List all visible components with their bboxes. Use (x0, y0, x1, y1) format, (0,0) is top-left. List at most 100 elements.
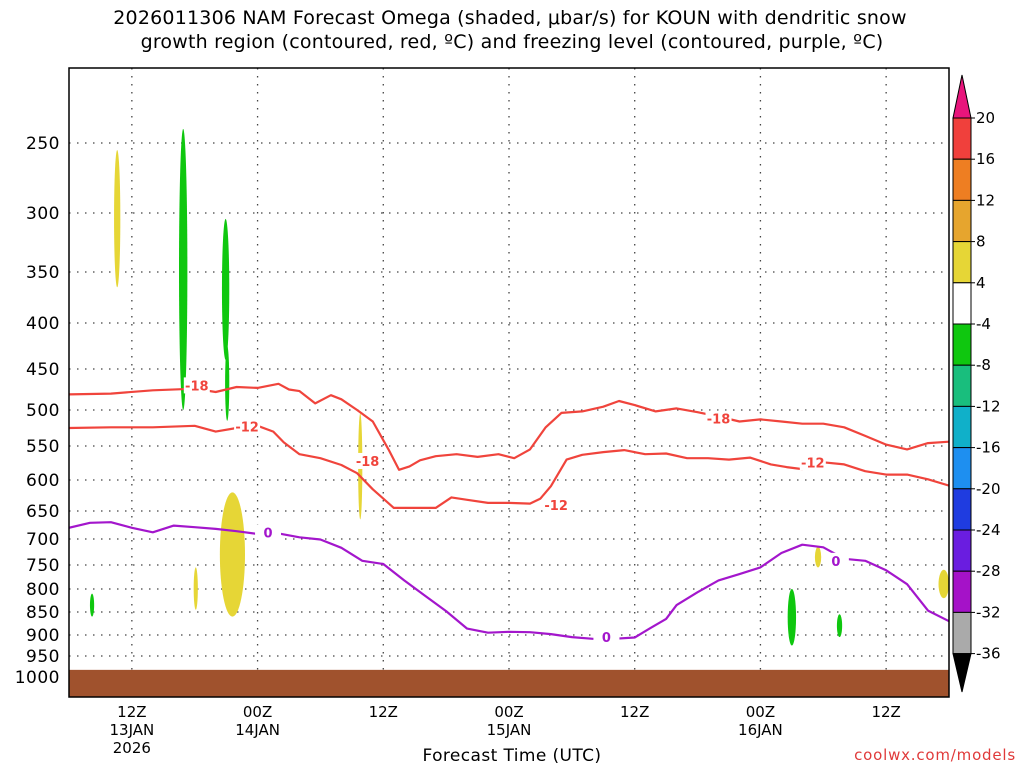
contour-label-bg (183, 377, 210, 394)
contour-line-minus18 (69, 382, 949, 471)
colorbar-label: 20 (976, 109, 995, 127)
colorbar-label: -16 (976, 439, 1001, 457)
colorbar-label: -4 (976, 315, 991, 333)
colorbar-bin (952, 611, 972, 655)
colorbar-label: 12 (976, 191, 995, 209)
contour-labels: -18 -18 -18 -12 -12 -12 0 0 0 (183, 377, 849, 646)
y-tick-label: 800 (26, 580, 60, 600)
colorbar-bin (952, 199, 972, 243)
y-tick-label: 700 (26, 530, 60, 550)
x-tick-label: 12Z (620, 703, 649, 721)
colorbar-bottom-triangle (952, 653, 972, 693)
x-tick-label: 12Z (117, 703, 146, 721)
x-tick-label: 00Z (243, 703, 272, 721)
omega-region-1 (179, 129, 188, 410)
colorbar-label: -36 (976, 645, 1001, 663)
x-tick-label: 2026 (113, 739, 151, 757)
omega-region-3 (225, 346, 230, 421)
contour-label-minus18: -18 (707, 413, 731, 428)
y-tick-label: 850 (26, 603, 60, 623)
colorbar-label: -32 (976, 603, 1001, 621)
omega-region-9 (193, 567, 198, 610)
colorbar-bin (952, 282, 972, 325)
contour-label-0: 0 (602, 631, 611, 646)
x-axis-title: Forecast Time (UTC) (422, 746, 602, 766)
chart-title-line-1: 2026011306 NAM Forecast Omega (shaded, μ… (113, 7, 907, 29)
x-tick-label: 16JAN (738, 721, 783, 739)
omega-region-7 (114, 150, 121, 288)
contour-label-bg (543, 496, 570, 513)
contour-label-bg (354, 452, 381, 469)
colorbar-bin (952, 158, 972, 201)
colorbar-bin (952, 488, 972, 531)
y-tick-label: 900 (26, 626, 60, 646)
contour-label-bg (705, 410, 732, 427)
y-tick-label: 950 (26, 647, 60, 667)
omega-shading (89, 129, 949, 646)
x-tick-label: 14JAN (235, 721, 280, 739)
colorbar-bin (952, 323, 972, 366)
contour-label-bg (234, 418, 261, 435)
temperature-contours (69, 382, 949, 640)
plot-frame (68, 67, 950, 698)
contour-label-0: 0 (831, 555, 840, 570)
contour-label-minus18: -18 (356, 455, 380, 470)
chart-title-line-2: growth region (contoured, red, ºC) and f… (140, 31, 884, 53)
colorbar-bin (952, 364, 972, 407)
colorbar-label: -24 (976, 521, 1001, 539)
contour-label-minus12: -12 (544, 499, 568, 514)
colorbar: 20 16 12 8 4 -4 -8 -12 -16 -20 -24 -28 -32 -36 (952, 74, 1001, 693)
terrain-layer (69, 669, 949, 697)
y-tick-label: 500 (26, 401, 60, 421)
y-tick-label: 600 (26, 471, 60, 491)
x-tick-label: 15JAN (487, 721, 532, 739)
colorbar-label: -12 (976, 397, 1001, 415)
colorbar-bin (952, 405, 972, 449)
omega-region-4 (89, 593, 95, 617)
x-tick-label: 00Z (494, 703, 523, 721)
colorbar-label: -28 (976, 562, 1001, 580)
y-tick-label: 350 (26, 263, 60, 283)
watermark: coolwx.com/models (854, 746, 1016, 764)
colorbar-bin (952, 117, 972, 160)
y-tick-label: 1000 (15, 668, 60, 688)
colorbar-top-triangle (952, 74, 972, 119)
colorbar-bin (952, 529, 972, 572)
y-axis: 250 300 350 400 450 500 550 600 650 700 750 800 850 9… (15, 134, 60, 688)
contour-label-0: 0 (264, 526, 273, 541)
omega-region-8 (219, 492, 245, 617)
y-tick-label: 400 (26, 314, 60, 334)
colorbar-label: 16 (976, 150, 995, 168)
colorbar-label: -8 (976, 356, 991, 374)
contour-label-minus12: -12 (235, 421, 259, 436)
contour-label-bg (799, 454, 826, 471)
x-tick-label: 00Z (746, 703, 775, 721)
terrain-fill (69, 669, 949, 697)
colorbar-label: -20 (976, 480, 1001, 498)
contour-label-minus18: -18 (185, 379, 209, 394)
omega-region-2 (221, 218, 230, 360)
omega-region-11 (814, 546, 822, 568)
y-tick-label: 650 (26, 502, 60, 522)
omega-region-5 (787, 589, 797, 646)
contour-line-minus12 (69, 424, 949, 509)
omega-region-12 (938, 569, 949, 599)
x-tick-label: 13JAN (109, 721, 154, 739)
y-tick-label: 300 (26, 204, 60, 224)
colorbar-bin (952, 447, 972, 490)
contour-line-0 (69, 521, 949, 640)
y-tick-label: 750 (26, 556, 60, 576)
contour-label-bg (255, 524, 282, 541)
contour-label-minus12: -12 (801, 456, 825, 471)
contour-label-bg (822, 552, 849, 569)
y-tick-label: 550 (26, 437, 60, 457)
x-tick-label: 12Z (871, 703, 900, 721)
y-tick-label: 250 (26, 134, 60, 154)
colorbar-label: 4 (976, 274, 986, 292)
omega-region-6 (836, 614, 843, 638)
contour-label-bg (593, 629, 620, 646)
x-tick-label: 12Z (369, 703, 398, 721)
colorbar-bin (952, 241, 972, 284)
colorbar-label: 8 (976, 233, 986, 251)
